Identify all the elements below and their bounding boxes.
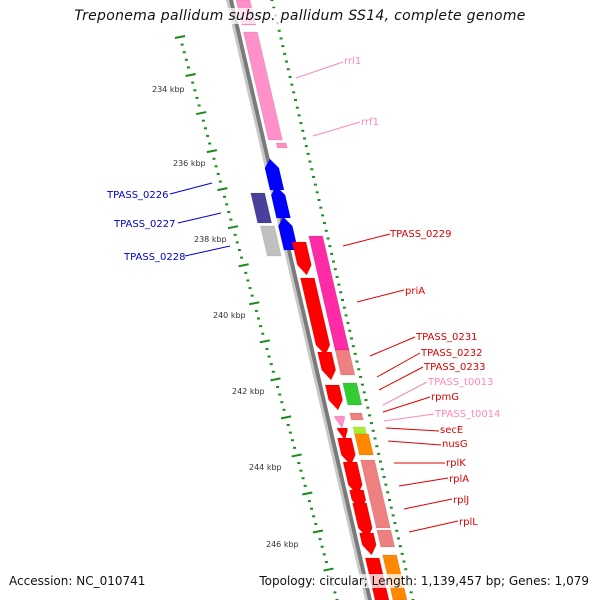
gene-rrf1 [275,142,288,149]
scale-label-242: 242 kbp [232,387,265,396]
scale-label-244: 244 kbp [249,463,282,472]
gene-label-TPASS_0229[interactable]: TPASS_0229 [389,229,451,240]
major-tick [206,149,218,154]
gene-rrl1 [242,31,284,141]
leader-line [369,336,416,357]
leader-line [177,212,222,224]
scale-label-238: 238 kbp [194,235,227,244]
gene-label-TPASS_0227[interactable]: TPASS_0227 [113,219,175,230]
gene-label-TPASS_0231[interactable]: TPASS_0231 [415,332,477,343]
leader-line [356,289,405,303]
scale-label-240: 240 kbp [213,311,246,320]
major-tick [185,73,196,78]
leader-line [385,427,440,432]
major-tick [259,339,271,344]
genome-title: Treponema pallidum subsp. pallidum SS14,… [0,8,600,24]
gene-label-secE[interactable]: secE [440,425,463,436]
gene-blue-1 [264,158,285,191]
major-tick [249,301,260,306]
gene-label-rrl1[interactable]: rrl1 [344,56,361,67]
gene-label-TPASS_0226[interactable]: TPASS_0226 [106,190,168,201]
gene-trna-1 [333,415,346,430]
gene-TPASS_0232 [334,349,356,376]
leader-line [383,413,435,422]
gene-label-rplJ[interactable]: rplJ [453,495,469,506]
major-tick [217,187,228,192]
leader-line [403,498,453,510]
leader-line [382,381,428,406]
gene-label-nusG[interactable]: nusG [442,439,468,450]
major-tick [174,35,186,39]
gene-features [235,0,408,600]
gene-rpmG [342,382,363,406]
gene-label-TPASS_0233[interactable]: TPASS_0233 [423,362,485,373]
leader-line [342,233,391,247]
scale-label-234: 234 kbp [152,85,185,94]
label-leader-lines [169,61,459,533]
gene-label-TPASS_0228[interactable]: TPASS_0228 [123,252,185,263]
scale-label-246: 246 kbp [266,540,299,549]
leader-line [387,440,442,446]
gene-label-rrf1[interactable]: rrf1 [361,117,379,128]
gene-blue-3 [277,216,299,251]
gene-red-9 [358,532,377,556]
major-tick [196,111,207,116]
gene-label-rplK[interactable]: rplK [446,458,466,469]
gene-red-1 [291,241,312,276]
major-tick [238,263,249,268]
gene-blue-2 [270,185,292,219]
gene-TPASS_0226 [250,192,273,224]
gene-TPASS_0228 [259,225,282,257]
major-tick [270,377,281,382]
gene-label-rplA[interactable]: rplA [449,474,469,485]
gene-rplK-rplA-rplJ [359,459,391,529]
leader-line [169,182,213,195]
gene-nusG [353,433,375,456]
accession-text: Accession: NC_010741 [9,574,146,588]
gene-red-3 [316,351,337,381]
gene-TPASS_0233 [349,412,364,421]
major-tick [227,225,239,230]
gene-label-rpmG[interactable]: rpmG [431,392,459,403]
genome-summary-text: Topology: circular; Length: 1,139,457 bp… [258,574,590,588]
major-tick [302,491,313,496]
gene-red-2 [299,277,331,356]
leader-line [376,352,421,378]
gene-label-rplL[interactable]: rplL [459,517,478,528]
gene-red-5 [336,437,356,466]
gene-label-TPASS_t0014[interactable]: TPASS_t0014 [434,409,500,420]
leader-line [398,477,449,487]
leader-line [378,366,424,391]
major-tick [323,567,334,572]
genome-backbone [226,0,372,600]
gene-secE [352,426,368,435]
major-tick [312,529,324,534]
major-tick [280,415,292,420]
leader-line [408,520,459,533]
gene-label-TPASS_0232[interactable]: TPASS_0232 [420,348,482,359]
gene-red-4 [324,384,344,411]
major-tick [291,453,302,458]
gene-rplL [376,529,396,548]
leader-line [382,396,431,413]
gene-small-red [336,427,349,442]
gene-label-priA[interactable]: priA [405,286,425,297]
leader-line [184,245,231,257]
scale-label-236: 236 kbp [173,159,206,168]
leader-line [312,121,361,137]
gene-label-TPASS_t0013[interactable]: TPASS_t0013 [427,377,493,388]
leader-line [295,61,344,79]
